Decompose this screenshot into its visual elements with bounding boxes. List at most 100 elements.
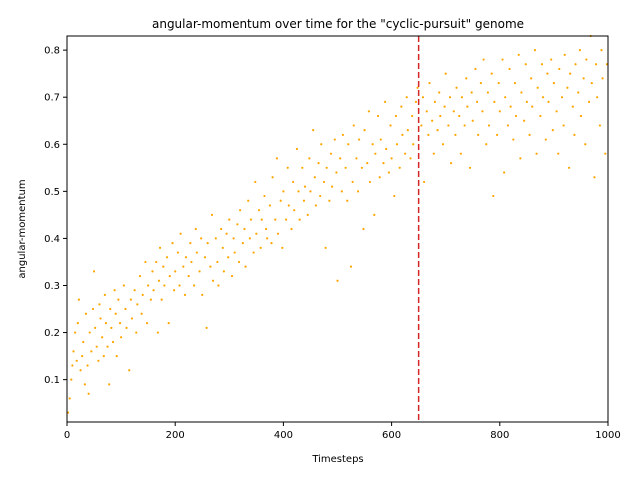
- data-point: [567, 166, 571, 169]
- data-point: [351, 180, 354, 184]
- data-point: [571, 105, 574, 108]
- data-point: [541, 96, 545, 99]
- data-point: [513, 81, 517, 85]
- data-point: [274, 218, 277, 221]
- data-point: [228, 218, 231, 221]
- x-tick-label: 800: [490, 430, 509, 441]
- data-point: [330, 185, 334, 188]
- y-tick-label: 0.3: [44, 281, 60, 292]
- data-point: [198, 270, 201, 273]
- data-point: [601, 77, 604, 80]
- data-point: [125, 326, 128, 329]
- data-point: [438, 91, 441, 94]
- data-point: [320, 143, 323, 146]
- data-point: [552, 81, 556, 85]
- data-point: [266, 237, 269, 240]
- data-point: [333, 138, 336, 141]
- data-point: [347, 143, 350, 146]
- data-point: [109, 307, 112, 311]
- data-point: [385, 147, 388, 151]
- data-point: [525, 100, 528, 103]
- data-point: [420, 124, 423, 127]
- x-tick-label: 1000: [595, 430, 620, 441]
- data-point: [184, 256, 188, 259]
- data-point: [171, 242, 174, 245]
- plot-frame: [66, 35, 609, 423]
- x-tick-label: 400: [274, 430, 293, 441]
- data-point: [416, 86, 419, 89]
- data-point: [604, 152, 607, 155]
- data-point: [135, 331, 138, 334]
- data-point: [436, 129, 439, 132]
- data-point: [276, 232, 280, 235]
- data-point: [395, 143, 399, 146]
- data-point: [394, 114, 398, 118]
- data-point: [84, 312, 88, 315]
- data-point: [152, 289, 155, 292]
- data-point: [203, 256, 207, 259]
- data-point: [144, 260, 147, 264]
- data-point: [574, 63, 577, 66]
- data-point: [292, 180, 295, 184]
- data-point: [431, 119, 434, 122]
- data-point: [77, 298, 80, 301]
- data-point: [114, 312, 117, 315]
- data-point: [506, 124, 510, 127]
- data-point: [504, 96, 507, 99]
- data-point: [214, 237, 217, 240]
- data-point: [425, 110, 428, 113]
- data-point: [309, 190, 312, 193]
- data-point: [487, 124, 491, 127]
- data-point: [104, 322, 108, 325]
- data-point: [508, 67, 511, 71]
- data-point: [535, 152, 538, 155]
- data-point: [81, 355, 84, 358]
- data-point: [492, 194, 495, 198]
- data-point: [405, 96, 408, 99]
- data-point: [590, 81, 593, 85]
- data-point: [551, 129, 554, 132]
- data-point: [471, 119, 474, 122]
- data-point: [270, 242, 273, 245]
- data-point: [398, 166, 401, 169]
- data-point: [249, 218, 253, 221]
- data-point: [145, 322, 149, 325]
- data-point: [328, 199, 331, 202]
- data-point: [312, 129, 315, 132]
- data-point: [335, 171, 338, 174]
- data-point: [605, 63, 609, 66]
- data-point: [308, 157, 311, 160]
- data-point: [512, 138, 515, 141]
- data-point: [259, 246, 262, 249]
- data-point: [90, 350, 93, 353]
- data-point: [275, 157, 279, 160]
- data-point: [371, 143, 374, 146]
- data-point: [439, 114, 442, 118]
- data-point: [536, 86, 539, 89]
- data-point: [406, 129, 409, 132]
- data-point: [401, 133, 404, 136]
- data-point: [225, 232, 228, 235]
- data-points: [66, 34, 609, 414]
- data-point: [176, 251, 179, 254]
- data-point: [156, 331, 159, 334]
- data-point: [460, 96, 464, 99]
- data-point: [477, 133, 480, 136]
- data-point: [103, 293, 106, 296]
- y-tick-label: 0.5: [44, 187, 60, 198]
- data-point: [264, 227, 268, 231]
- data-point: [97, 359, 100, 362]
- data-point: [108, 383, 111, 386]
- data-point: [360, 166, 363, 169]
- data-point: [129, 298, 132, 301]
- data-point: [566, 86, 569, 89]
- data-point: [140, 312, 143, 315]
- data-point: [101, 336, 104, 339]
- data-point: [174, 270, 177, 273]
- data-point: [163, 284, 166, 287]
- data-point: [167, 322, 170, 325]
- data-point: [210, 213, 214, 216]
- data-point: [411, 114, 414, 118]
- data-point: [379, 138, 382, 141]
- data-point: [485, 143, 488, 146]
